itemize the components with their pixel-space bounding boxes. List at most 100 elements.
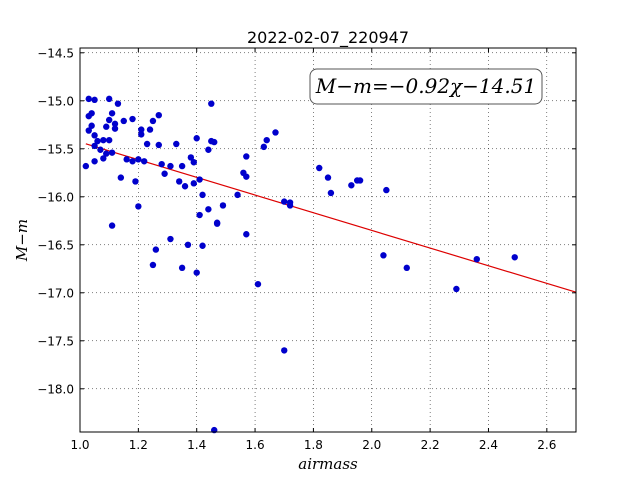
data-point bbox=[152, 246, 160, 253]
data-point bbox=[158, 160, 165, 168]
data-point bbox=[316, 164, 323, 172]
chart-title: 2022-02-07_220947 bbox=[247, 28, 409, 48]
data-point bbox=[281, 198, 288, 205]
y-tick-label: −16.0 bbox=[37, 190, 74, 204]
x-tick-label: 1.6 bbox=[246, 438, 265, 452]
data-point bbox=[108, 110, 116, 117]
data-point bbox=[129, 158, 136, 165]
data-point bbox=[129, 115, 136, 123]
data-point bbox=[111, 120, 119, 128]
data-point bbox=[205, 146, 212, 153]
data-point bbox=[135, 203, 142, 210]
data-point bbox=[108, 149, 116, 156]
data-point bbox=[453, 285, 460, 293]
data-point bbox=[403, 264, 410, 272]
x-tick-labels: 1.0 1.2 1.4 1.6 1.8 2.0 2.2 2.4 2.6 bbox=[70, 438, 556, 452]
data-point bbox=[181, 183, 189, 190]
data-point bbox=[213, 220, 221, 227]
data-point bbox=[108, 222, 116, 229]
data-point bbox=[161, 170, 168, 177]
axis-ticks bbox=[79, 48, 576, 432]
data-point bbox=[173, 140, 180, 148]
data-point bbox=[88, 122, 95, 129]
data-point bbox=[85, 95, 92, 103]
data-point bbox=[155, 141, 162, 149]
data-point bbox=[243, 173, 250, 180]
data-point bbox=[260, 143, 268, 151]
data-point bbox=[193, 269, 200, 276]
data-point bbox=[138, 126, 145, 133]
data-point bbox=[473, 256, 480, 263]
data-point bbox=[155, 112, 162, 119]
fit-line bbox=[85, 143, 577, 293]
x-tick-label: 2.2 bbox=[421, 438, 440, 452]
data-point bbox=[146, 126, 154, 133]
data-point bbox=[135, 156, 142, 163]
data-point bbox=[167, 235, 174, 243]
x-tick-label: 1.0 bbox=[70, 438, 89, 452]
y-tick-label: −18.0 bbox=[37, 382, 74, 396]
x-tick-label: 2.0 bbox=[362, 438, 381, 452]
data-point bbox=[243, 153, 250, 160]
data-point bbox=[91, 132, 98, 139]
data-point bbox=[140, 158, 148, 165]
y-tick-label: −17.0 bbox=[37, 286, 74, 300]
x-tick-label: 1.8 bbox=[304, 438, 323, 452]
data-point bbox=[184, 241, 192, 248]
annotation-box bbox=[309, 68, 543, 105]
fit-line-group bbox=[85, 143, 577, 293]
data-point bbox=[234, 191, 241, 199]
data-point bbox=[356, 177, 364, 184]
data-point bbox=[190, 180, 197, 187]
data-point bbox=[120, 117, 127, 125]
data-point bbox=[149, 117, 157, 125]
x-tick-label: 1.4 bbox=[187, 438, 206, 452]
data-point bbox=[199, 191, 206, 199]
data-point bbox=[85, 127, 92, 134]
data-point bbox=[205, 206, 212, 213]
y-tick-label: −17.5 bbox=[37, 334, 74, 348]
data-point bbox=[105, 116, 113, 124]
data-point bbox=[88, 110, 95, 117]
data-point bbox=[103, 150, 110, 157]
y-tick-label: −15.0 bbox=[37, 94, 74, 108]
data-point bbox=[196, 176, 203, 183]
data-point bbox=[193, 135, 200, 142]
data-point bbox=[82, 162, 90, 170]
y-tick-label: −14.5 bbox=[37, 46, 74, 60]
data-point bbox=[196, 211, 203, 219]
data-point bbox=[176, 178, 183, 185]
data-point bbox=[97, 146, 104, 153]
plot-area bbox=[79, 47, 577, 434]
x-tick-label: 1.2 bbox=[129, 438, 148, 452]
data-point bbox=[178, 264, 186, 272]
data-point bbox=[94, 137, 101, 145]
data-point bbox=[103, 123, 110, 130]
data-point bbox=[208, 100, 215, 107]
data-point bbox=[187, 154, 195, 161]
annotation-text: M−m=−0.92χ−14.51 bbox=[315, 74, 536, 98]
data-point bbox=[243, 231, 250, 238]
data-point bbox=[114, 100, 122, 107]
x-tick-label: 2.6 bbox=[537, 438, 556, 452]
equation-annotation: M−m=−0.92χ−14.51 bbox=[309, 68, 543, 105]
data-point bbox=[254, 280, 262, 288]
data-point bbox=[138, 131, 145, 138]
data-point bbox=[348, 182, 355, 189]
data-point bbox=[511, 254, 518, 261]
data-point bbox=[272, 129, 279, 136]
data-points bbox=[82, 95, 518, 434]
data-point bbox=[91, 142, 98, 150]
data-point bbox=[143, 140, 151, 148]
plot-frame bbox=[79, 47, 577, 433]
data-point bbox=[199, 242, 206, 249]
plot-background bbox=[80, 48, 576, 432]
data-point bbox=[324, 174, 332, 181]
x-axis-label: airmass bbox=[298, 455, 358, 473]
data-point bbox=[105, 95, 113, 103]
data-point bbox=[91, 96, 98, 104]
y-axis-label: M−m bbox=[13, 219, 31, 262]
data-point bbox=[149, 261, 157, 269]
data-point bbox=[190, 159, 197, 166]
